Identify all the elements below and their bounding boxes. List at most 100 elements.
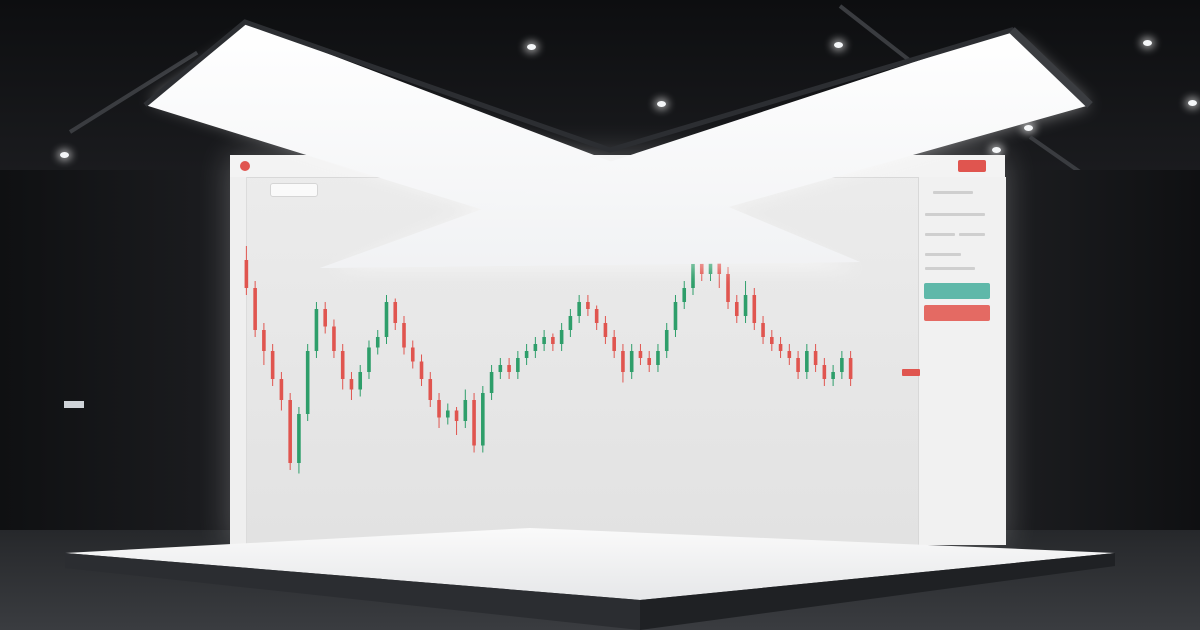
drawing-tools-bar xyxy=(230,177,247,545)
buy-button xyxy=(924,283,990,299)
candle-bear xyxy=(288,400,292,463)
candle-bull xyxy=(805,351,809,372)
candle-bear xyxy=(638,351,643,358)
candle-bull xyxy=(516,358,520,372)
symbol-selector xyxy=(270,183,318,197)
deposit-button xyxy=(958,160,986,172)
candle-bull xyxy=(559,330,564,344)
candle-bull xyxy=(367,347,371,372)
candle-bear xyxy=(349,379,354,390)
candle-bear xyxy=(603,323,608,337)
candle-bull xyxy=(358,372,363,390)
spotlight xyxy=(527,44,536,50)
candle-bear xyxy=(848,358,853,379)
candle-bear xyxy=(472,400,476,446)
candle-bull xyxy=(682,288,687,302)
candle-bear xyxy=(402,323,406,348)
candle-bear xyxy=(761,323,765,337)
candle-bull xyxy=(840,358,844,372)
panel-field xyxy=(925,267,975,270)
candle-bear xyxy=(734,302,739,316)
candle-bull xyxy=(656,351,660,365)
candle-bull xyxy=(384,302,389,337)
candle-bull xyxy=(542,337,546,344)
candle-bear xyxy=(551,337,555,344)
candle-bear xyxy=(726,274,730,302)
stage-side-left xyxy=(65,553,640,630)
candle-bull xyxy=(691,253,695,288)
candle-bear xyxy=(621,351,625,372)
right-wall xyxy=(1005,170,1200,530)
panel-field xyxy=(933,191,973,194)
candle-bear xyxy=(612,337,616,351)
spotlight xyxy=(1024,125,1033,131)
candle-bull xyxy=(629,351,634,372)
candle-bear xyxy=(752,295,757,323)
candle-bull xyxy=(568,316,573,330)
spotlight xyxy=(834,42,843,48)
candle-bear xyxy=(270,351,275,379)
candle-bull xyxy=(743,295,748,316)
candle-bull xyxy=(831,372,835,379)
stage-side-right xyxy=(640,553,1115,630)
candle-bear xyxy=(796,358,800,372)
exit-sign xyxy=(64,401,84,408)
panel-field xyxy=(925,213,985,216)
candle-bear xyxy=(770,337,774,344)
candle-bull xyxy=(498,365,503,372)
candle-bear xyxy=(647,358,652,365)
candle-bear xyxy=(323,309,327,327)
spotlight xyxy=(60,152,69,158)
candle-bear xyxy=(428,379,433,400)
candle-bear xyxy=(419,361,424,379)
candle-bear xyxy=(507,365,511,372)
candle-bull xyxy=(524,351,529,358)
candle-bear xyxy=(262,330,266,351)
candle-bull xyxy=(314,309,319,351)
spotlight xyxy=(1188,100,1197,106)
candle-bull xyxy=(489,372,494,393)
candle-bear xyxy=(787,351,792,358)
candle-bear xyxy=(778,344,783,351)
brand-logo-icon xyxy=(240,161,250,171)
panel-field xyxy=(925,253,961,256)
panel-field xyxy=(959,233,985,236)
candle-bull xyxy=(445,410,450,418)
candle-bull xyxy=(481,393,485,446)
candlestick-chart xyxy=(244,246,853,474)
stage-top xyxy=(65,528,1115,600)
candle-bull xyxy=(297,414,301,463)
order-panel xyxy=(918,177,1006,545)
candle-bear xyxy=(340,351,345,379)
candle-bear xyxy=(279,379,284,400)
light-frame-side xyxy=(1009,27,1093,108)
sell-button xyxy=(924,305,990,321)
candle-bull xyxy=(577,302,581,316)
candle-bear xyxy=(437,400,441,418)
candle-bear xyxy=(586,302,590,309)
candle-bull xyxy=(533,344,538,351)
candle-bull xyxy=(673,302,678,330)
candle-bear xyxy=(410,347,415,362)
panel-field xyxy=(925,233,955,236)
candle-bear xyxy=(332,326,336,351)
candle-bear xyxy=(822,365,827,379)
candle-bear xyxy=(393,302,398,323)
light-panel-right xyxy=(320,30,1090,268)
left-wall xyxy=(0,170,230,530)
current-price-tag xyxy=(902,369,920,376)
candle-bull xyxy=(463,400,468,421)
spotlight xyxy=(992,147,1001,153)
spotlight xyxy=(657,101,666,107)
spotlight xyxy=(1143,40,1152,46)
candle-bull xyxy=(305,351,310,414)
candle-bull xyxy=(375,337,380,348)
candle-bear xyxy=(253,288,257,330)
candle-bear xyxy=(454,410,459,421)
candle-bull xyxy=(664,330,669,351)
candle-bear xyxy=(594,309,599,323)
candle-bear xyxy=(244,260,249,288)
